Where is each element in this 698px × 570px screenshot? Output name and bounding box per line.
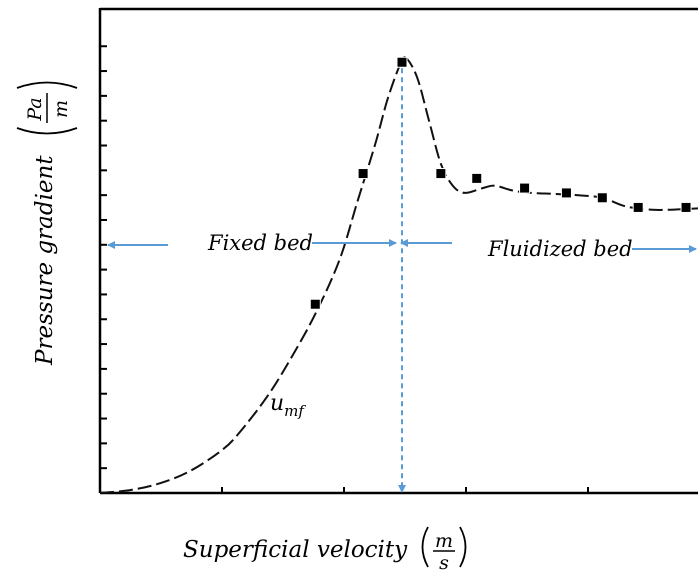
umf-label-sub: mf	[284, 402, 306, 420]
y-ticks	[100, 45, 107, 470]
data-marker	[519, 182, 531, 194]
data-marker	[560, 187, 572, 199]
y-unit-paren-right	[16, 81, 78, 89]
data-marker	[596, 192, 608, 204]
umf-label-main: u	[270, 391, 284, 416]
x-axis-label: Superficial velocity m s	[183, 526, 467, 570]
x-unit-paren-left	[421, 526, 429, 568]
data-marker	[632, 201, 644, 213]
fixed-bed-label: Fixed bed	[207, 231, 313, 255]
data-marker	[435, 168, 447, 180]
fluidized-bed-label: Fluidized bed	[487, 237, 633, 261]
x-unit-numerator: m	[435, 530, 453, 552]
y-axis-label: Pressure gradient Pa m	[16, 81, 78, 366]
data-markers	[309, 56, 692, 310]
data-marker	[309, 298, 321, 310]
y-unit-paren-left	[16, 127, 78, 135]
x-unit-paren-right	[459, 526, 467, 568]
pressure-curve	[99, 56, 698, 494]
data-marker	[357, 168, 369, 180]
data-marker	[471, 172, 483, 184]
y-unit-numerator: Pa	[24, 97, 46, 121]
y-unit-denominator: m	[50, 100, 72, 118]
x-unit-denominator: s	[439, 552, 449, 570]
x-axis-title: Superficial velocity	[183, 537, 408, 563]
data-marker	[680, 201, 692, 213]
umf-label: umf	[270, 391, 306, 420]
y-axis-title: Pressure gradient	[32, 155, 58, 366]
data-marker	[396, 56, 408, 68]
x-ticks	[221, 487, 589, 493]
